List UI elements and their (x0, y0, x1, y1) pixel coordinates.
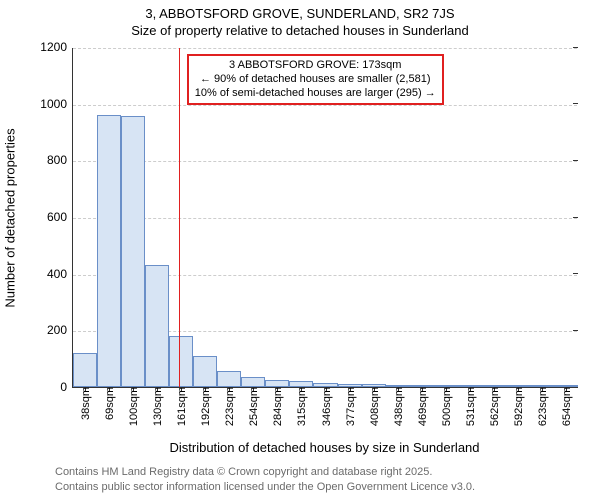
xtick-label: 500sqm (439, 387, 453, 426)
plot-area: 02004006008001000120038sqm69sqm100sqm130… (72, 48, 577, 388)
ytick-label: 400 (47, 267, 73, 281)
xtick-label: 223sqm (222, 387, 236, 426)
ytick-label: 0 (60, 380, 73, 394)
histogram-bar (73, 353, 97, 387)
xtick-label: 38sqm (78, 387, 92, 420)
footer-attribution: Contains HM Land Registry data © Crown c… (55, 465, 475, 494)
ytick-mark (573, 330, 578, 331)
ytick-label: 800 (47, 153, 73, 167)
xtick-label: 346sqm (319, 387, 333, 426)
xtick-label: 100sqm (126, 387, 140, 426)
gridline-h (73, 218, 577, 219)
histogram-bar (241, 377, 265, 387)
ytick-label: 600 (47, 210, 73, 224)
xtick-label: 562sqm (487, 387, 501, 426)
histogram-bar (97, 115, 121, 387)
title-line-2: Size of property relative to detached ho… (0, 23, 600, 38)
annot-line-3: 10% of semi-detached houses are larger (… (195, 87, 436, 101)
ytick-mark (573, 273, 578, 274)
marker-line (179, 48, 180, 387)
y-axis-label: Number of detached properties (3, 128, 18, 307)
ytick-label: 1200 (40, 40, 73, 54)
histogram-bar (193, 356, 217, 387)
histogram-bar (217, 371, 241, 387)
xtick-label: 377sqm (343, 387, 357, 426)
annotation-box: 3 ABBOTSFORD GROVE: 173sqm← 90% of detac… (187, 54, 444, 105)
histogram-bar (145, 265, 169, 387)
histogram-bar (169, 336, 193, 387)
footer-line-2: Contains public sector information licen… (55, 480, 475, 494)
footer-line-1: Contains HM Land Registry data © Crown c… (55, 465, 475, 479)
annot-line-2: ← 90% of detached houses are smaller (2,… (195, 73, 436, 87)
title-line-1: 3, ABBOTSFORD GROVE, SUNDERLAND, SR2 7JS (0, 6, 600, 21)
xtick-label: 161sqm (174, 387, 188, 426)
annot-line-1: 3 ABBOTSFORD GROVE: 173sqm (195, 59, 436, 73)
histogram-bar (265, 380, 289, 387)
gridline-h (73, 48, 577, 49)
xtick-label: 315sqm (294, 387, 308, 426)
gridline-h (73, 161, 577, 162)
ytick-label: 200 (47, 323, 73, 337)
x-axis-label: Distribution of detached houses by size … (169, 440, 479, 455)
xtick-label: 130sqm (150, 387, 164, 426)
xtick-label: 408sqm (367, 387, 381, 426)
xtick-label: 254sqm (246, 387, 260, 426)
xtick-label: 623sqm (535, 387, 549, 426)
ytick-mark (573, 103, 578, 104)
xtick-label: 284sqm (270, 387, 284, 426)
xtick-label: 192sqm (198, 387, 212, 426)
xtick-label: 438sqm (391, 387, 405, 426)
ytick-label: 1000 (40, 97, 73, 111)
xtick-label: 531sqm (463, 387, 477, 426)
histogram-bar (121, 116, 145, 387)
chart-title: 3, ABBOTSFORD GROVE, SUNDERLAND, SR2 7JS… (0, 6, 600, 38)
xtick-label: 69sqm (102, 387, 116, 420)
ytick-mark (573, 217, 578, 218)
xtick-label: 592sqm (511, 387, 525, 426)
ytick-mark (573, 160, 578, 161)
ytick-mark (573, 47, 578, 48)
xtick-label: 469sqm (415, 387, 429, 426)
xtick-label: 654sqm (559, 387, 573, 426)
